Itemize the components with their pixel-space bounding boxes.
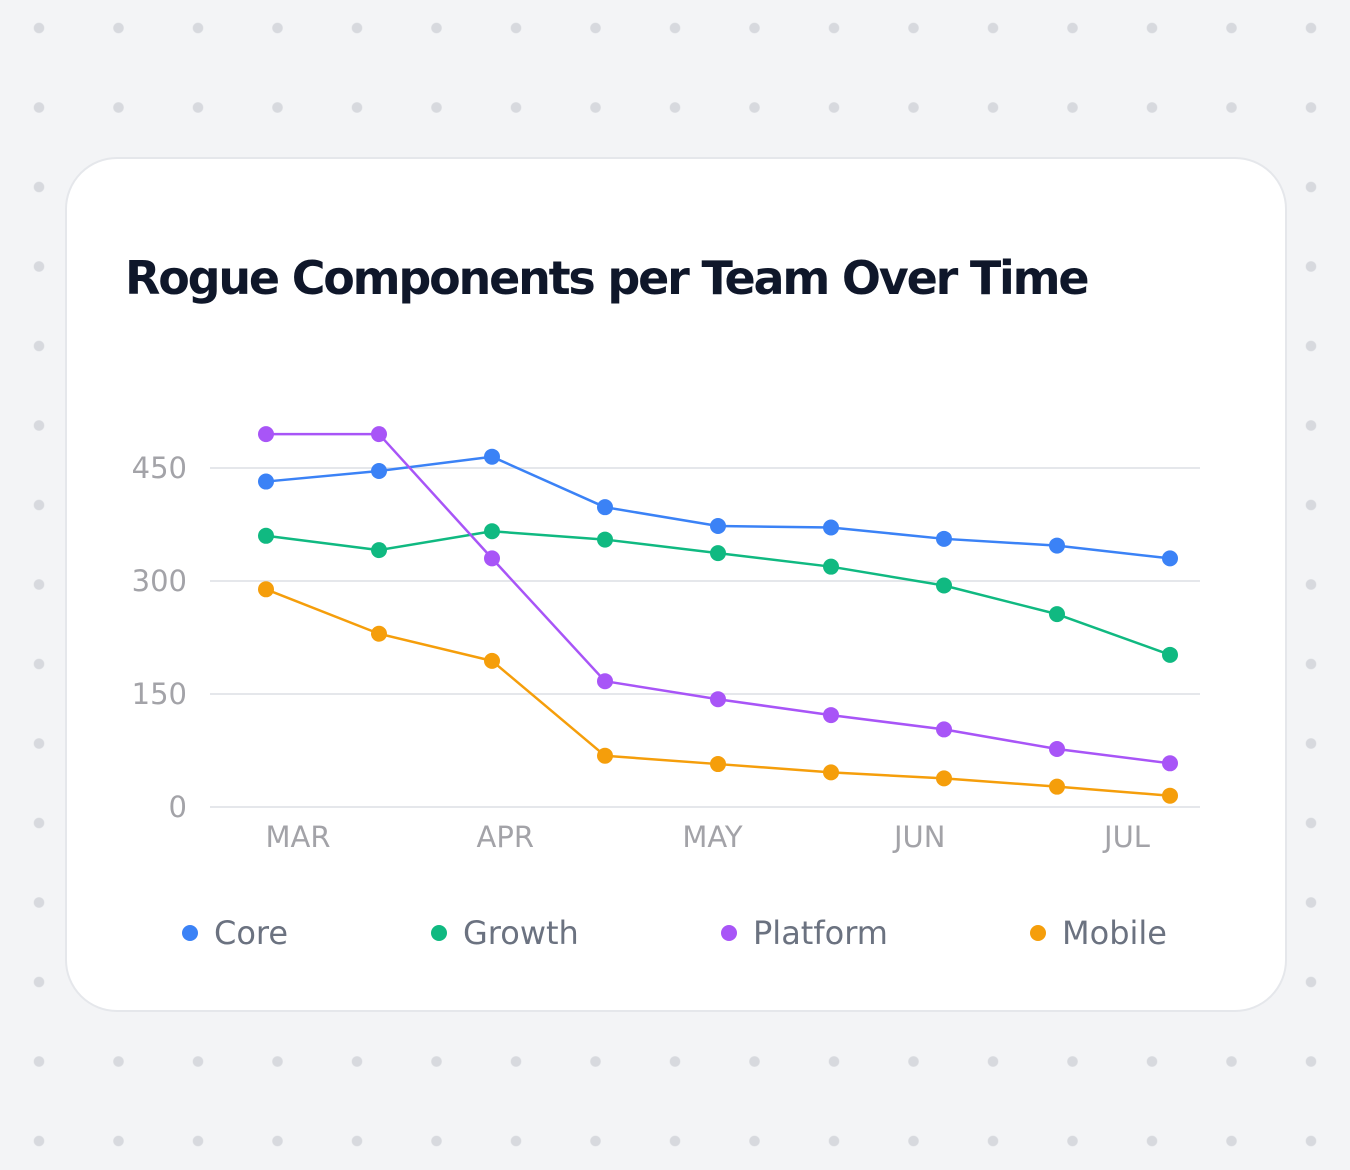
x-tick-label: MAR bbox=[265, 820, 330, 854]
legend-label: Core bbox=[214, 914, 289, 952]
data-point-mobile[interactable] bbox=[484, 652, 500, 669]
data-point-platform[interactable] bbox=[371, 426, 387, 443]
data-point-core[interactable] bbox=[1162, 550, 1178, 567]
line-chart: 0 150 300 450 MAR APR MAY JUN JUL bbox=[132, 426, 1200, 854]
data-point-core[interactable] bbox=[597, 499, 613, 516]
legend-item-growth[interactable]: Growth bbox=[431, 909, 579, 957]
data-point-core[interactable] bbox=[1049, 537, 1065, 554]
y-tick-label: 0 bbox=[169, 790, 187, 824]
data-point-core[interactable] bbox=[823, 519, 839, 536]
data-point-platform[interactable] bbox=[597, 673, 613, 690]
legend-dot-icon bbox=[182, 925, 198, 941]
data-point-growth[interactable] bbox=[371, 542, 387, 559]
data-point-mobile[interactable] bbox=[1049, 778, 1065, 795]
data-point-platform[interactable] bbox=[710, 691, 726, 708]
y-tick-label: 300 bbox=[132, 564, 187, 598]
x-tick-label: APR bbox=[477, 820, 534, 854]
data-point-platform[interactable] bbox=[258, 426, 274, 443]
legend-dot-icon bbox=[1030, 925, 1046, 941]
data-point-platform[interactable] bbox=[1049, 740, 1065, 757]
series-mobile bbox=[258, 581, 1178, 804]
data-point-platform[interactable] bbox=[484, 550, 500, 567]
data-point-core[interactable] bbox=[710, 518, 726, 535]
legend-label: Platform bbox=[753, 914, 888, 952]
legend-item-core[interactable]: Core bbox=[182, 909, 288, 957]
data-point-growth[interactable] bbox=[936, 577, 952, 594]
x-axis-ticks: MAR APR MAY JUN JUL bbox=[265, 820, 1149, 854]
legend-dot-icon bbox=[431, 925, 447, 941]
data-point-growth[interactable] bbox=[1162, 646, 1178, 663]
data-point-mobile[interactable] bbox=[597, 747, 613, 764]
series-line-platform bbox=[264, 432, 1172, 765]
data-point-core[interactable] bbox=[936, 530, 952, 547]
data-point-core[interactable] bbox=[258, 473, 274, 490]
data-point-growth[interactable] bbox=[597, 531, 613, 548]
data-point-core[interactable] bbox=[371, 463, 387, 480]
chart-title: Rogue Components per Team Over Time bbox=[125, 251, 1090, 305]
data-point-mobile[interactable] bbox=[710, 756, 726, 773]
data-point-growth[interactable] bbox=[710, 545, 726, 562]
legend-label: Mobile bbox=[1062, 914, 1167, 952]
data-point-growth[interactable] bbox=[823, 558, 839, 575]
data-point-growth[interactable] bbox=[258, 527, 274, 544]
series-line-core bbox=[264, 455, 1172, 560]
data-point-platform[interactable] bbox=[936, 721, 952, 738]
data-point-platform[interactable] bbox=[1162, 755, 1178, 772]
chart-card: Rogue Components per Team Over Time 0 150… bbox=[65, 157, 1287, 1012]
data-point-core[interactable] bbox=[484, 448, 500, 465]
x-tick-label: JUN bbox=[892, 820, 945, 854]
legend-item-mobile[interactable]: Mobile bbox=[1030, 909, 1167, 957]
data-point-growth[interactable] bbox=[484, 523, 500, 540]
data-point-mobile[interactable] bbox=[823, 764, 839, 781]
data-point-growth[interactable] bbox=[1049, 606, 1065, 623]
legend-item-platform[interactable]: Platform bbox=[721, 909, 888, 957]
data-point-mobile[interactable] bbox=[258, 581, 274, 598]
series-growth bbox=[258, 523, 1178, 663]
legend: Core Growth Platform Mobile bbox=[67, 909, 1289, 959]
legend-label: Growth bbox=[463, 914, 579, 952]
series-core bbox=[258, 448, 1178, 567]
y-tick-label: 150 bbox=[132, 677, 187, 711]
y-tick-label: 450 bbox=[132, 451, 187, 485]
data-point-mobile[interactable] bbox=[1162, 787, 1178, 804]
y-axis-ticks: 0 150 300 450 bbox=[132, 451, 187, 824]
data-point-mobile[interactable] bbox=[936, 770, 952, 787]
x-tick-label: MAY bbox=[682, 820, 743, 854]
data-point-mobile[interactable] bbox=[371, 625, 387, 642]
gridlines bbox=[210, 467, 1200, 808]
series-layer bbox=[258, 426, 1178, 804]
data-point-platform[interactable] bbox=[823, 707, 839, 724]
legend-dot-icon bbox=[721, 925, 737, 941]
x-tick-label: JUL bbox=[1102, 820, 1150, 854]
series-platform bbox=[258, 426, 1178, 772]
